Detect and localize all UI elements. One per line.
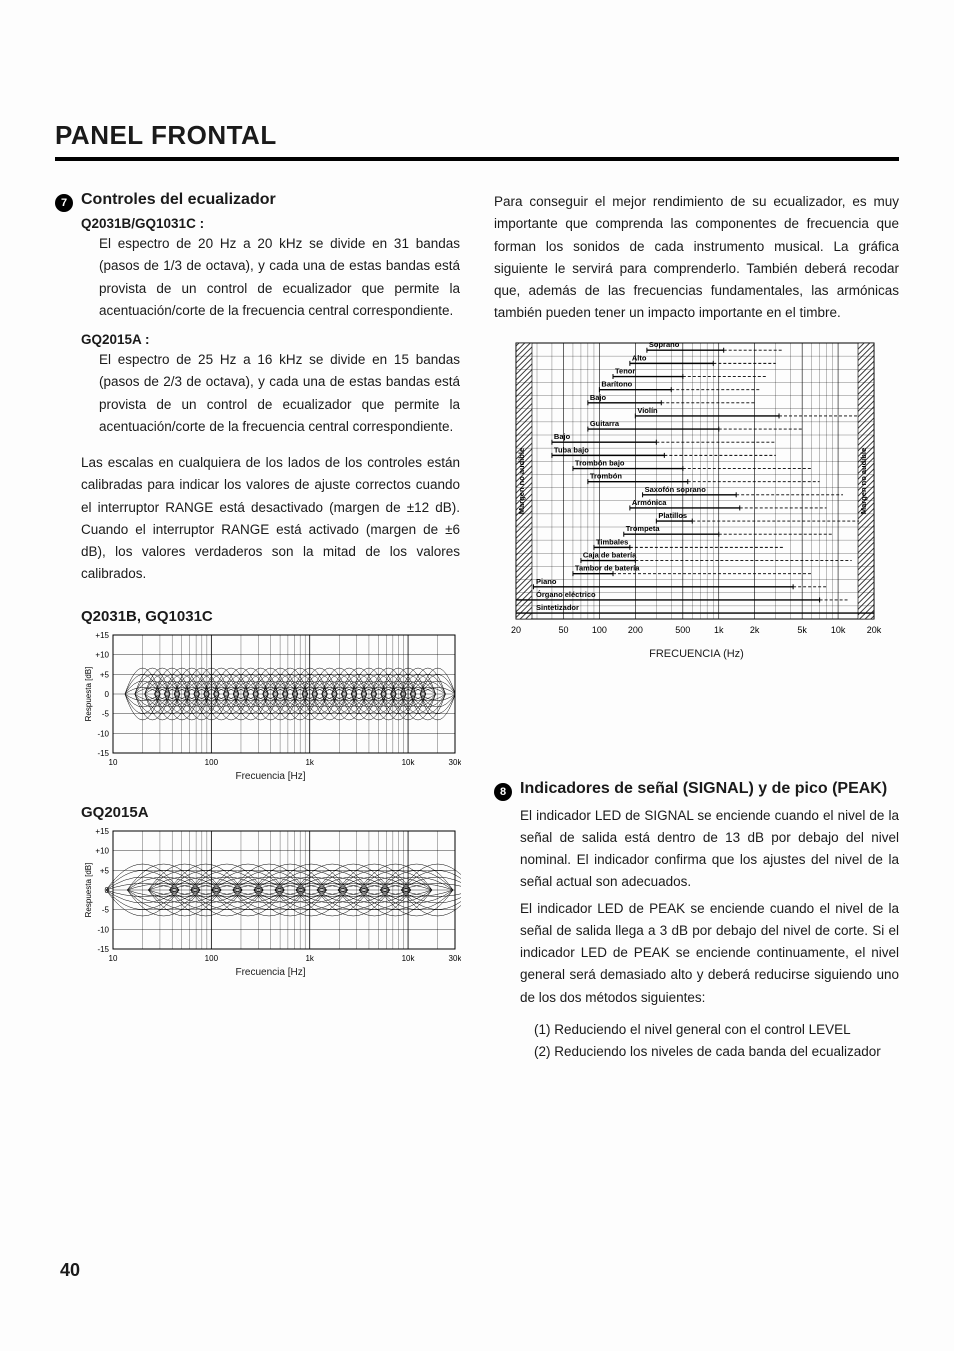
svg-text:1k: 1k (714, 625, 724, 635)
svg-text:Bajo: Bajo (590, 392, 607, 401)
svg-text:100: 100 (592, 625, 607, 635)
svg-text:50: 50 (558, 625, 568, 635)
left-column: 7 Controles del ecualizador Q2031B/GQ103… (55, 191, 460, 1064)
bullet-8-icon: 8 (494, 783, 512, 801)
svg-text:Margen no audible: Margen no audible (859, 447, 868, 513)
response-chart-a: +15 +10 +5 0 -5 -10 -15 Respuesta [dB] 10 100 1k 10… (81, 629, 460, 782)
svg-text:500: 500 (675, 625, 690, 635)
svg-text:Margen no audible: Margen no audible (517, 447, 526, 513)
svg-text:Platillos: Platillos (658, 511, 687, 520)
svg-text:+15: +15 (95, 827, 109, 836)
page-title: PANEL FRONTAL (55, 120, 899, 161)
section-8-heading: 8 Indicadores de señal (SIGNAL) y de pic… (494, 780, 899, 799)
svg-text:Barítono: Barítono (601, 379, 632, 388)
svg-text:Tuba bajo: Tuba bajo (554, 445, 589, 454)
svg-text:Respuesta [dB]: Respuesta [dB] (84, 666, 93, 721)
svg-text:Guitarra: Guitarra (590, 419, 620, 428)
svg-text:Tambor de batería: Tambor de batería (575, 563, 640, 572)
svg-text:Respuesta [dB]: Respuesta [dB] (84, 862, 93, 917)
svg-text:Trombón: Trombón (590, 471, 622, 480)
instrument-range-chart: Margen no audible Margen no audible 20 50 10… (494, 339, 899, 660)
method-list: (1) Reduciendo el nivel general con el c… (534, 1019, 899, 1064)
svg-text:5k: 5k (797, 625, 807, 635)
svg-text:+15: +15 (95, 631, 109, 640)
svg-text:Trompeta: Trompeta (626, 524, 661, 533)
model-b-text: El espectro de 25 Hz a 16 kHz se divide … (99, 349, 460, 438)
svg-text:Violín: Violín (637, 406, 658, 415)
svg-text:Armónica: Armónica (632, 498, 667, 507)
svg-text:10: 10 (109, 954, 118, 963)
svg-text:100: 100 (205, 758, 219, 767)
section-8-title: Indicadores de señal (SIGNAL) y de pico … (520, 780, 887, 798)
section-7-title: Controles del ecualizador (81, 191, 276, 209)
svg-text:Bajo: Bajo (554, 432, 571, 441)
svg-text:Sintetizador: Sintetizador (536, 603, 579, 612)
svg-text:1k: 1k (305, 954, 314, 963)
svg-text:200: 200 (628, 625, 643, 635)
svg-text:Trombón bajo: Trombón bajo (575, 458, 625, 467)
chart-b-title: GQ2015A (81, 804, 460, 821)
svg-text:10k: 10k (402, 758, 416, 767)
instrument-chart-xlabel: FRECUENCIA (Hz) (494, 648, 899, 660)
svg-text:Soprano: Soprano (649, 340, 680, 349)
svg-text:20: 20 (511, 625, 521, 635)
svg-text:10k: 10k (402, 954, 416, 963)
right-column: Para conseguir el mejor rendimiento de s… (494, 191, 899, 1064)
section-7-heading: 7 Controles del ecualizador (55, 191, 460, 210)
svg-text:-5: -5 (102, 709, 110, 718)
svg-text:100: 100 (205, 954, 219, 963)
response-chart-b: +15+10+50-5-10-15Respuesta [dB]101001k10… (81, 825, 460, 978)
model-a-text: El espectro de 20 Hz a 20 kHz se divide … (99, 233, 460, 322)
svg-text:30k: 30k (449, 954, 461, 963)
method-2: (2) Reduciendo los niveles de cada banda… (534, 1041, 899, 1063)
svg-text:-10: -10 (97, 925, 109, 934)
svg-text:+5: +5 (100, 670, 110, 679)
svg-text:-15: -15 (97, 945, 109, 954)
svg-text:1k: 1k (305, 758, 314, 767)
svg-text:Piano: Piano (536, 576, 557, 585)
svg-text:Alto: Alto (632, 353, 647, 362)
svg-text:+10: +10 (95, 650, 109, 659)
svg-text:Caja de batería: Caja de batería (583, 550, 637, 559)
svg-text:+5: +5 (100, 866, 110, 875)
svg-text:30k: 30k (449, 758, 461, 767)
svg-text:-10: -10 (97, 729, 109, 738)
svg-text:Órgano eléctrico: Órgano eléctrico (536, 590, 596, 599)
bullet-7-icon: 7 (55, 194, 73, 212)
svg-text:-5: -5 (102, 905, 110, 914)
chart-a-title: Q2031B, GQ1031C (81, 608, 460, 625)
svg-text:20k: 20k (867, 625, 882, 635)
chart-a-xlabel: Frecuencia [Hz] (81, 771, 460, 782)
svg-text:2k: 2k (750, 625, 760, 635)
page-number: 40 (60, 1260, 80, 1281)
svg-text:Timbales: Timbales (596, 537, 628, 546)
svg-text:+10: +10 (95, 846, 109, 855)
intro-paragraph: Para conseguir el mejor rendimiento de s… (494, 191, 899, 325)
method-1: (1) Reduciendo el nivel general con el c… (534, 1019, 899, 1041)
svg-text:-15: -15 (97, 749, 109, 758)
section-8-p2: El indicador LED de PEAK se enciende cua… (520, 898, 899, 1009)
svg-text:Tenor: Tenor (615, 366, 635, 375)
two-column-layout: 7 Controles del ecualizador Q2031B/GQ103… (55, 191, 899, 1064)
svg-text:10: 10 (109, 758, 118, 767)
svg-text:0: 0 (105, 690, 110, 699)
scales-paragraph: Las escalas en cualquiera de los lados d… (81, 452, 460, 586)
svg-text:Saxofón soprano: Saxofón soprano (645, 484, 707, 493)
section-8-p1: El indicador LED de SIGNAL se enciende c… (520, 805, 899, 894)
model-a-name: Q2031B/GQ1031C : (81, 216, 460, 231)
model-b-name: GQ2015A : (81, 332, 460, 347)
svg-text:10k: 10k (831, 625, 846, 635)
chart-b-xlabel: Frecuencia [Hz] (81, 967, 460, 978)
